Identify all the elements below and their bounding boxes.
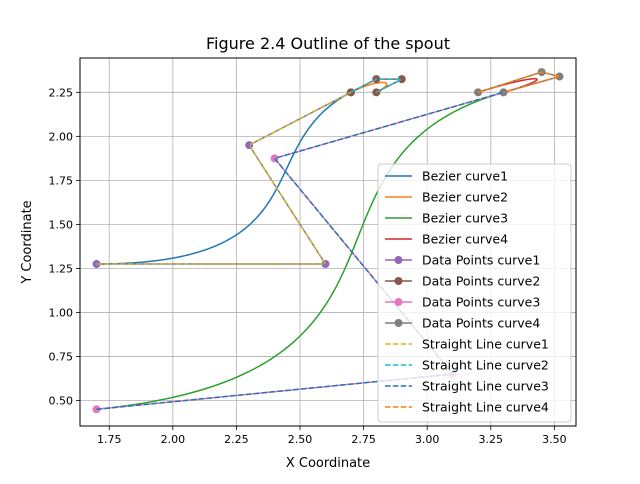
data-points-curve4-marker xyxy=(499,88,508,97)
x-tick-label: 2.75 xyxy=(351,433,376,446)
data-points-curve4-legend-marker xyxy=(394,319,403,327)
chart-title: Figure 2.4 Outline of the spout xyxy=(206,34,450,53)
data-points-curve1-legend-marker xyxy=(394,256,403,264)
x-tick-label: 3.50 xyxy=(542,433,567,446)
legend: Bezier curve1 Bezier curve2 Bezier curve3 B… xyxy=(377,163,572,423)
tick-layer: 1.75 2.00 2.25 2.50 2.75 3.00 3.25 3.50 0.50 0.75… xyxy=(49,86,567,446)
bezier-curve2-line xyxy=(350,81,388,94)
y-tick-label: 1.25 xyxy=(49,262,74,275)
data-points-curve1-marker xyxy=(245,141,254,150)
straight-line-curve4-legend-label: Straight Line curve4 xyxy=(422,400,549,415)
series-layer xyxy=(92,68,564,414)
x-tick-label: 3.25 xyxy=(479,433,504,446)
bezier-curve3-line xyxy=(96,91,504,411)
y-tick-label: 0.50 xyxy=(49,394,74,407)
bezier-curve2-legend-label: Bezier curve2 xyxy=(422,190,508,205)
data-points-curve1-legend-label: Data Points curve1 xyxy=(422,253,540,268)
y-tick-label: 1.50 xyxy=(49,218,74,231)
data-points-curve2-legend-marker xyxy=(394,277,403,285)
data-points-curve2-legend-label: Data Points curve2 xyxy=(422,274,540,289)
data-points-curve2-marker xyxy=(372,88,381,97)
bezier-curve4-legend-label: Bezier curve4 xyxy=(422,232,508,247)
straight-line-curve1-line xyxy=(96,91,352,265)
y-tick-label: 2.00 xyxy=(49,130,74,143)
x-tick-label: 2.50 xyxy=(288,433,313,446)
x-tick-label: 2.25 xyxy=(224,433,249,446)
y-axis-label: Y Coordinate xyxy=(20,200,35,284)
data-points-curve2-marker xyxy=(397,75,406,84)
data-points-curve3-legend-label: Data Points curve3 xyxy=(422,295,540,310)
data-points-curve3-legend-marker xyxy=(394,298,403,306)
plot-frame xyxy=(79,57,577,427)
data-points-curve4-marker xyxy=(555,72,564,81)
x-tick-label: 3.00 xyxy=(415,433,440,446)
straight-line-curve4-line xyxy=(477,71,563,94)
data-points-curve4-legend-label: Data Points curve4 xyxy=(422,316,540,331)
y-tick-label: 2.25 xyxy=(49,86,74,99)
legend-box xyxy=(377,163,572,423)
x-tick-label: 2.00 xyxy=(161,433,186,446)
bezier-curve1-legend-label: Bezier curve1 xyxy=(422,169,508,184)
y-tick-label: 1.75 xyxy=(49,174,74,187)
straight-line-curve1-legend-label: Straight Line curve1 xyxy=(422,337,549,352)
straight-line-curve3-line xyxy=(96,91,504,411)
x-axis-label: X Coordinate xyxy=(286,456,370,471)
y-tick-label: 0.75 xyxy=(49,350,74,363)
x-tick-label: 1.75 xyxy=(97,433,122,446)
bezier-curve1-line xyxy=(96,91,352,265)
straight-line-curve2-legend-label: Straight Line curve2 xyxy=(422,358,549,373)
bezier-curve3-legend-label: Bezier curve3 xyxy=(422,211,508,226)
y-tick-label: 1.00 xyxy=(49,306,74,319)
straight-line-curve2-line xyxy=(350,78,403,93)
straight-line-curve3-legend-label: Straight Line curve3 xyxy=(422,379,549,394)
